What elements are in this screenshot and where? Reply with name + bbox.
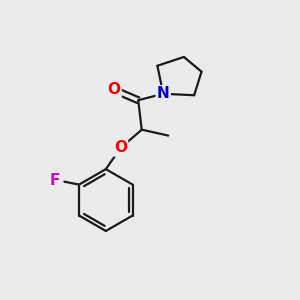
Text: O: O <box>108 82 121 98</box>
Text: N: N <box>157 86 169 101</box>
Text: F: F <box>50 173 60 188</box>
Text: N: N <box>157 86 169 101</box>
Text: O: O <box>114 140 127 155</box>
